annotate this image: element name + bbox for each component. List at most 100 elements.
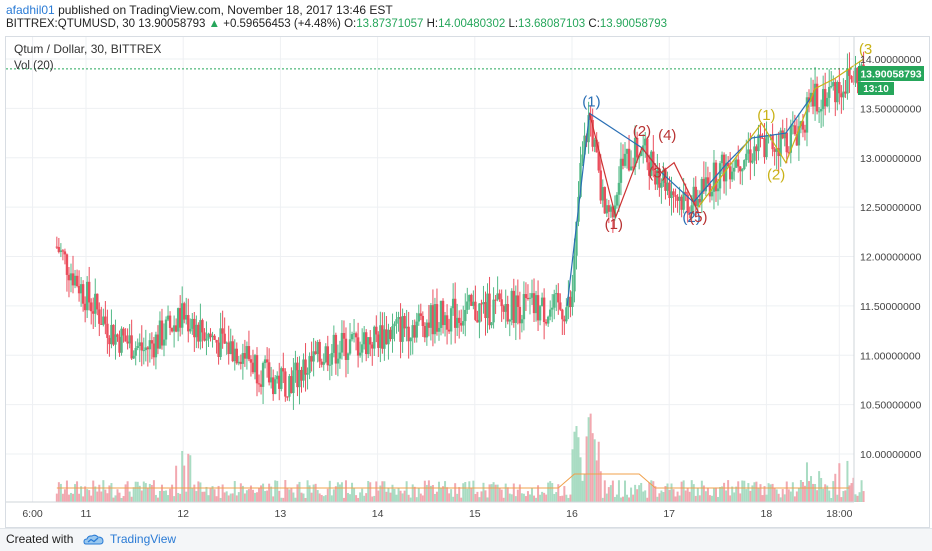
candle-body [726,162,730,167]
candle-body [276,375,279,380]
candle-body [470,294,473,306]
candle-body [419,313,422,316]
volume-bar [759,484,762,502]
volume-bar [357,497,360,502]
volume-bar [296,484,299,502]
volume-bar [498,487,501,502]
volume-bar [377,490,380,502]
candle-body [65,254,69,275]
volume-bar [797,487,800,502]
chart-area[interactable]: (1) (2) (1) (2) (3) (4) (5) (1) (2) (3 14.0000000… [5,36,930,528]
candle-body [504,304,507,312]
volume-bar [189,455,192,502]
volume-bar [787,489,790,502]
volume-bar [419,493,422,502]
volume-bar [229,493,232,502]
candle-body [114,334,117,345]
candle-body [152,343,156,358]
candle-body [100,323,103,325]
volume-bar [245,490,248,502]
candle-body [433,304,437,335]
volume-bar [361,488,364,502]
volume-bar [541,491,544,502]
candle-body [720,154,724,164]
candle-body [134,348,137,356]
up-arrow-icon: ▲ [208,18,221,30]
candle-body [607,205,611,212]
volume-bar [656,496,659,502]
volume-bar [167,495,170,502]
price-chart[interactable]: (1) (2) (1) (2) (3) (4) (5) (1) (2) (3 14.0000000… [6,37,929,527]
candle-body [81,284,85,304]
candle-body [686,194,689,214]
volume-bar [741,480,744,502]
volume-bar [175,465,178,502]
volume-bar [731,486,734,502]
volume-bar [256,492,259,502]
open-label: O: [344,18,357,30]
volume-bar [676,491,679,502]
volume-bar [482,482,485,502]
volume-bar [389,492,392,502]
volume-bar [690,480,693,502]
candle-body [136,345,139,349]
candle-body [599,170,602,201]
volume-bar [777,493,780,502]
volume-bar [72,493,75,502]
volume-bar [336,482,339,502]
volume-bar [249,485,252,502]
time-axis[interactable]: 6:00 11 12 13 14 15 16 17 18 18:00 [6,501,854,520]
candle-body [356,337,360,356]
candle-body [241,353,245,364]
volume-bar [838,463,841,502]
candle-body [199,320,202,342]
candle-body [617,182,621,195]
candle-body [650,151,653,176]
volume-bar [721,486,724,502]
author-link[interactable]: afadhil01 [6,3,55,17]
candle-body [623,153,627,166]
volume-bar [642,491,645,502]
volume-bar [694,495,697,502]
price-axis[interactable]: 14.00000000 13.50000000 13.00000000 12.5000… [853,37,921,502]
tradingview-brand-link[interactable]: TradingView [110,532,177,546]
candle-body [486,293,489,319]
volume-bar [110,483,113,502]
volume-bar [128,491,131,502]
volume-bar [195,491,198,502]
volume-bar [67,494,70,502]
candle-body [516,295,520,307]
volume-bar [169,488,172,502]
volume-bar [555,492,558,502]
volume-bar [142,481,145,502]
candle-body [336,358,340,364]
volume-bar [328,480,331,502]
volume-bar [88,490,91,502]
volume-bar [836,494,839,502]
candle-body [745,153,748,161]
candle-body [229,341,232,355]
volume-bar [160,484,163,502]
candle-body [761,138,764,140]
volume-bar [264,491,267,502]
close-label: C: [588,18,600,30]
volume-bar [502,497,505,502]
candle-body [369,337,372,345]
candle-body [724,162,728,182]
volume-bar [472,480,475,502]
time-tick-label: 13 [275,508,287,520]
volume-bar [304,497,307,502]
volume-bar [171,484,174,502]
time-tick-label: 6:00 [22,508,43,520]
volume-bar [334,486,337,502]
created-with-label: Created with [6,532,74,546]
volume-bar [599,471,602,502]
volume-bar [830,497,833,502]
volume-bar [640,482,643,502]
volume-bar [243,493,246,502]
candle-body [197,324,200,342]
candle-body [793,125,797,135]
volume-bar [397,488,400,502]
volume-bar [567,497,570,502]
candle-body [75,275,79,286]
